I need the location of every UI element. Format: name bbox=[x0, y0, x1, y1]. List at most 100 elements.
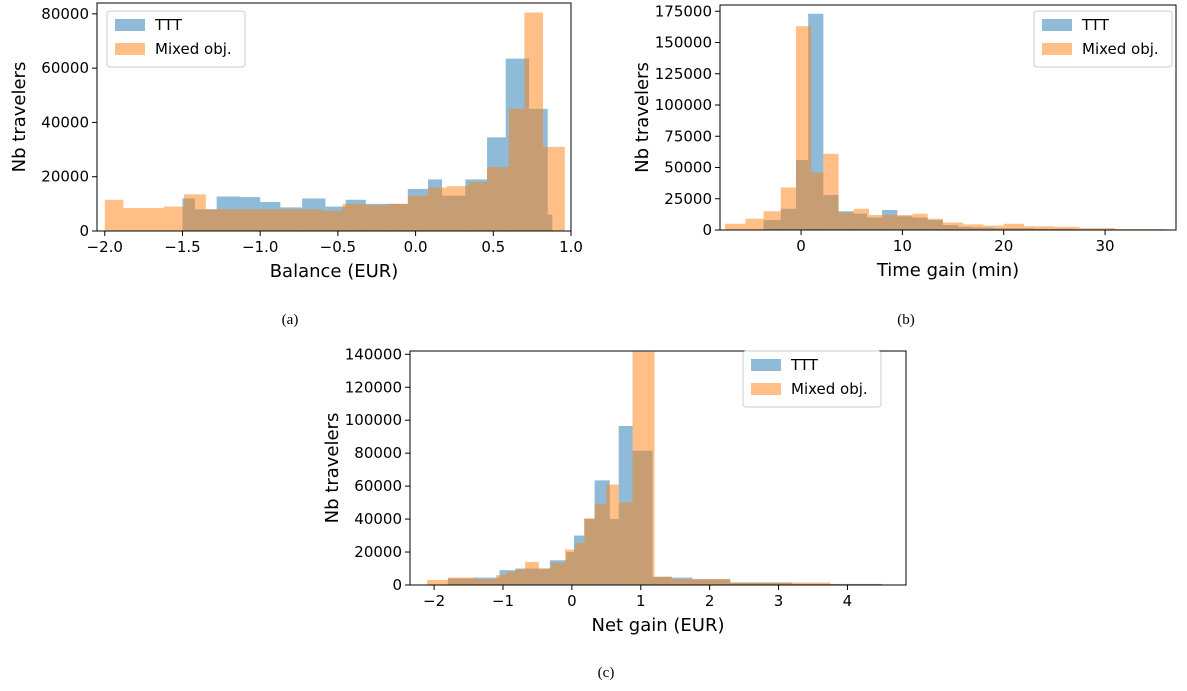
legend-swatch-ttt bbox=[1042, 19, 1072, 31]
bar-mixed-12 bbox=[468, 182, 488, 231]
bar-mixed-19 bbox=[1054, 226, 1080, 231]
legend-swatch-mixed bbox=[1042, 43, 1072, 55]
y-tick-label: 60000 bbox=[354, 477, 402, 495]
x-tick-label: 4 bbox=[843, 592, 853, 610]
bar-mixed-16 bbox=[983, 225, 1004, 231]
x-tick-label: −2 bbox=[423, 592, 445, 610]
bar-mixed-16 bbox=[543, 146, 565, 231]
legend-swatch-mixed bbox=[751, 383, 781, 395]
bar-mixed-3 bbox=[780, 187, 796, 230]
legend-swatch-mixed bbox=[115, 43, 145, 55]
x-tick-label: 0 bbox=[796, 237, 806, 255]
bar-mixed-11 bbox=[584, 518, 595, 585]
chart-c-svg: −2 −1 0 1 2 3 4 0 20000 40000 60000 80000 100000 1200… bbox=[322, 345, 907, 636]
x-tick-label: 0 bbox=[567, 592, 577, 610]
x-tick-label: 1 bbox=[636, 592, 646, 610]
legend-label-mixed: Mixed obj. bbox=[791, 380, 868, 398]
bar-mixed-13 bbox=[927, 218, 943, 230]
bar-mixed-14 bbox=[942, 222, 964, 230]
plot-frame bbox=[719, 4, 1177, 231]
x-tick-label: 2 bbox=[705, 592, 715, 610]
bar-mixed-10 bbox=[575, 542, 585, 585]
y-tick-label: 0 bbox=[392, 576, 402, 594]
bar-mixed-14 bbox=[508, 108, 525, 231]
bar-mixed-9 bbox=[565, 549, 576, 585]
bar-mixed-1 bbox=[745, 218, 764, 230]
bar-mixed-17 bbox=[1003, 223, 1024, 230]
bar-mixed-15 bbox=[524, 12, 544, 231]
bar-mixed-15 bbox=[963, 224, 984, 231]
x-tick-label: 20 bbox=[994, 237, 1013, 255]
y-tick-label: 80000 bbox=[354, 444, 402, 462]
y-tick-label: 20000 bbox=[41, 168, 89, 186]
x-tick-label: −1.0 bbox=[242, 238, 278, 256]
bar-mixed-5 bbox=[515, 569, 526, 585]
x-axis-title: Time gain (min) bbox=[876, 260, 1019, 281]
bar-mixed-20 bbox=[792, 582, 831, 585]
legend-label-mixed: Mixed obj. bbox=[1082, 40, 1159, 58]
x-tick-label: 0.5 bbox=[481, 238, 505, 256]
bar-mixed-18 bbox=[692, 579, 731, 585]
bar-mixed-4 bbox=[506, 571, 516, 585]
y-tick-label: 0 bbox=[79, 222, 89, 240]
y-tick-label: 75000 bbox=[664, 127, 712, 145]
bar-mixed-4 bbox=[205, 209, 323, 231]
bar-mixed-1 bbox=[447, 577, 476, 585]
y-tick-label: 100000 bbox=[655, 96, 712, 114]
y-tick-label: 25000 bbox=[664, 190, 712, 208]
y-tick-label: 150000 bbox=[655, 34, 712, 52]
x-tick-label: 0.0 bbox=[404, 238, 428, 256]
caption-c: (c) bbox=[597, 665, 615, 681]
bar-mixed-4 bbox=[796, 26, 812, 230]
bar-mixed-10 bbox=[428, 187, 447, 231]
chart-a-svg: −2.0 −1.5 −1.0 −0.5 0.0 0.5 1.0 0 20000 40000 6000… bbox=[9, 2, 583, 282]
bar-mixed-20 bbox=[1079, 228, 1116, 231]
y-tick-label: 40000 bbox=[41, 113, 89, 131]
x-tick-label: 10 bbox=[893, 237, 912, 255]
y-tick-label: 20000 bbox=[354, 543, 402, 561]
y-tick-label: 140000 bbox=[345, 345, 402, 363]
bar-mixed-9 bbox=[868, 215, 883, 230]
bar-mixed-14 bbox=[618, 502, 633, 585]
x-tick-label: 1.0 bbox=[559, 238, 583, 256]
x-axis-title: Balance (EUR) bbox=[270, 261, 399, 282]
bar-mixed-6 bbox=[342, 203, 366, 231]
caption-b: (b) bbox=[897, 312, 915, 328]
bar-mixed-7 bbox=[365, 205, 388, 231]
bar-mixed-9 bbox=[407, 195, 429, 231]
bar-mixed-5 bbox=[322, 210, 343, 231]
bar-mixed-7 bbox=[538, 568, 552, 585]
legend-label-ttt: TTT bbox=[1081, 16, 1110, 34]
bar-mixed-12 bbox=[594, 504, 607, 585]
y-tick-label: 0 bbox=[702, 221, 712, 239]
y-tick-label: 100000 bbox=[345, 411, 402, 429]
x-axis-title: Net gain (EUR) bbox=[591, 615, 724, 636]
legend-label-ttt: TTT bbox=[154, 16, 183, 34]
y-tick-label: 40000 bbox=[354, 510, 402, 528]
bar-mixed-3 bbox=[496, 575, 507, 585]
bar-mixed-19 bbox=[730, 582, 793, 585]
bar-mixed-16 bbox=[654, 576, 672, 585]
bar-mixed-2 bbox=[163, 206, 185, 231]
bar-mixed-6 bbox=[823, 153, 839, 230]
bar-mixed-7 bbox=[838, 212, 854, 230]
legend-label-mixed: Mixed obj. bbox=[155, 40, 232, 58]
bar-mixed-2 bbox=[475, 579, 497, 585]
bar-mixed-5 bbox=[811, 172, 824, 230]
y-tick-label: 50000 bbox=[664, 159, 712, 177]
bar-mixed-8 bbox=[551, 562, 565, 585]
chart-panel-a: −2.0 −1.5 −1.0 −0.5 0.0 0.5 1.0 0 20000 40000 6000… bbox=[0, 0, 583, 300]
x-tick-label: 3 bbox=[774, 592, 784, 610]
y-tick-label: 125000 bbox=[655, 65, 712, 83]
y-axis-title: Nb travelers bbox=[632, 62, 653, 173]
bar-mixed-10 bbox=[882, 215, 898, 230]
y-axis-title: Nb travelers bbox=[9, 62, 30, 173]
legend-swatch-ttt bbox=[751, 359, 781, 371]
y-tick-label: 60000 bbox=[41, 59, 89, 77]
plot-frame bbox=[409, 350, 907, 586]
bar-mixed-18 bbox=[1024, 226, 1055, 230]
x-tick-label: −0.5 bbox=[320, 238, 356, 256]
bar-mixed-13 bbox=[487, 167, 509, 231]
chart-panel-b: 0 10 20 30 0 25000 50000 75000 100000 125000 15000… bbox=[600, 0, 1187, 300]
caption-a: (a) bbox=[281, 312, 299, 328]
